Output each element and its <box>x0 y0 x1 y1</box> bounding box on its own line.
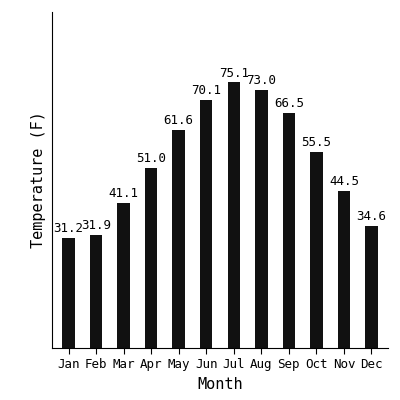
Text: 51.0: 51.0 <box>136 152 166 165</box>
Bar <box>338 191 350 348</box>
Bar <box>255 90 268 348</box>
Bar <box>62 238 75 348</box>
Bar <box>283 113 295 348</box>
Bar <box>118 203 130 348</box>
Bar <box>90 235 102 348</box>
Bar <box>200 100 212 348</box>
Bar <box>310 152 322 348</box>
Text: 31.2: 31.2 <box>54 222 84 235</box>
Text: 75.1: 75.1 <box>219 66 249 80</box>
Text: 73.0: 73.0 <box>246 74 276 87</box>
Text: 55.5: 55.5 <box>301 136 331 149</box>
Y-axis label: Temperature (F): Temperature (F) <box>32 112 46 248</box>
Bar <box>365 226 378 348</box>
Text: 70.1: 70.1 <box>191 84 221 97</box>
X-axis label: Month: Month <box>197 377 243 392</box>
Text: 31.9: 31.9 <box>81 219 111 232</box>
Text: 66.5: 66.5 <box>274 97 304 110</box>
Bar <box>145 168 157 348</box>
Text: 41.1: 41.1 <box>109 187 139 200</box>
Bar <box>172 130 185 348</box>
Text: 61.6: 61.6 <box>164 114 194 127</box>
Text: 44.5: 44.5 <box>329 175 359 188</box>
Text: 34.6: 34.6 <box>356 210 386 223</box>
Bar <box>228 82 240 348</box>
